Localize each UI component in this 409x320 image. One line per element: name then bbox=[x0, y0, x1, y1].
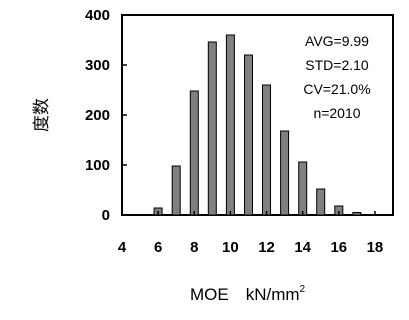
x-tick-label-12: 12 bbox=[258, 239, 275, 256]
x-axis-label-text: MOE kN/mm bbox=[190, 285, 300, 304]
y-axis-label: 度数 bbox=[32, 98, 52, 132]
x-tick-label-4: 4 bbox=[118, 239, 127, 256]
x-tick-label-6: 6 bbox=[154, 239, 162, 256]
bar-17 bbox=[352, 212, 362, 216]
y-tick-label-300: 300 bbox=[85, 57, 110, 74]
y-tick-label-400: 400 bbox=[85, 7, 110, 24]
bar-9 bbox=[207, 41, 217, 216]
y-axis-ticks: 0 100 200 300 400 bbox=[85, 7, 127, 224]
bars-group bbox=[153, 34, 380, 216]
stat-line-1: STD=2.10 bbox=[305, 57, 369, 73]
x-axis-ticks: 4 6 8 10 12 14 16 18 bbox=[118, 211, 383, 256]
bar-8 bbox=[189, 90, 199, 216]
x-tick-label-10: 10 bbox=[222, 239, 239, 256]
x-tick-label-8: 8 bbox=[190, 239, 198, 256]
y-tick-label-0: 0 bbox=[102, 207, 110, 224]
bar-10 bbox=[225, 34, 235, 216]
x-axis-label-superscript: 2 bbox=[300, 284, 306, 295]
stat-line-3: n=2010 bbox=[313, 105, 360, 121]
bar-11 bbox=[244, 54, 253, 216]
stats-box: AVG=9.99 STD=2.10 CV=21.0% n=2010 bbox=[303, 33, 370, 121]
bar-7 bbox=[171, 165, 181, 216]
bar-14 bbox=[298, 161, 308, 216]
y-tick-label-100: 100 bbox=[85, 157, 110, 174]
stat-line-2: CV=21.0% bbox=[303, 81, 370, 97]
x-tick-label-14: 14 bbox=[294, 239, 311, 256]
stat-line-0: AVG=9.99 bbox=[305, 33, 369, 49]
bar-12 bbox=[262, 84, 271, 216]
y-tick-label-200: 200 bbox=[85, 107, 110, 124]
x-tick-label-16: 16 bbox=[330, 239, 347, 256]
x-axis-label: MOE kN/mm2 bbox=[190, 284, 306, 304]
bar-13 bbox=[280, 130, 290, 216]
bar-15 bbox=[316, 188, 326, 216]
x-tick-label-18: 18 bbox=[367, 239, 384, 256]
